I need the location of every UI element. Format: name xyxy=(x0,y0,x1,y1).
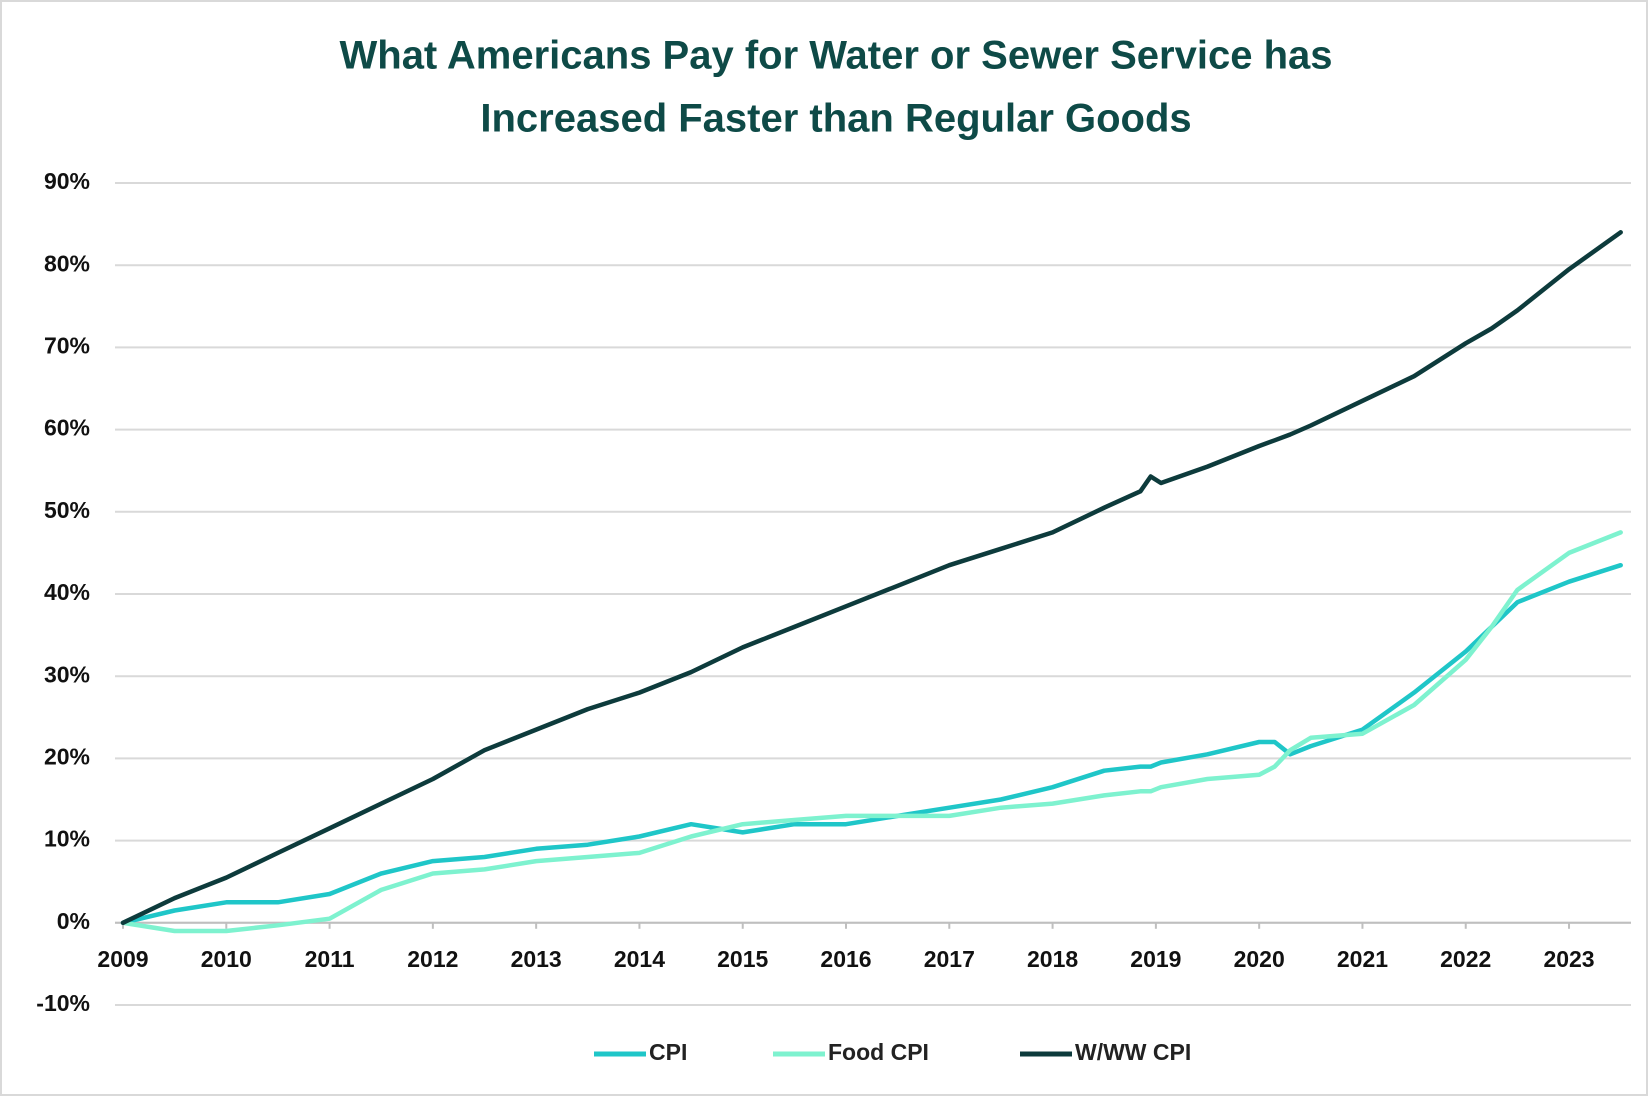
series-line xyxy=(120,530,1623,934)
x-tick-label: 2019 xyxy=(1130,946,1181,972)
y-tick-label: 80% xyxy=(44,250,90,276)
x-tick-label: 2009 xyxy=(97,946,148,972)
y-tick-label: 30% xyxy=(44,661,90,687)
y-tick-label: -10% xyxy=(36,990,90,1016)
y-tick-label: 20% xyxy=(44,743,90,769)
legend-label: W/WW CPI xyxy=(1075,1039,1191,1065)
x-tick-label: 2010 xyxy=(201,946,252,972)
x-tick-label: 2014 xyxy=(614,946,665,972)
x-tick-label: 2023 xyxy=(1543,946,1594,972)
legend-label: Food CPI xyxy=(828,1039,929,1065)
y-tick-label: 0% xyxy=(57,908,90,934)
x-tick-label: 2011 xyxy=(305,946,355,972)
x-tick-label: 2012 xyxy=(407,946,458,972)
y-tick-label: 50% xyxy=(44,497,90,523)
x-tick-label: 2013 xyxy=(511,946,562,972)
legend-label: CPI xyxy=(649,1039,687,1065)
chart-title: What Americans Pay for Water or Sewer Se… xyxy=(340,34,1333,78)
x-tick-label: 2020 xyxy=(1234,946,1285,972)
chart-title: Increased Faster than Regular Goods xyxy=(480,97,1191,141)
x-tick-label: 2015 xyxy=(717,946,768,972)
x-tick-label: 2017 xyxy=(924,946,975,972)
x-tick-label: 2022 xyxy=(1440,946,1491,972)
x-tick-label: 2021 xyxy=(1337,946,1388,972)
x-tick-label: 2018 xyxy=(1027,946,1078,972)
x-tick-label: 2016 xyxy=(820,946,871,972)
series-line xyxy=(120,562,1623,926)
y-tick-label: 10% xyxy=(44,826,90,852)
series-line xyxy=(120,230,1623,926)
y-tick-label: 60% xyxy=(44,415,90,441)
y-tick-label: 90% xyxy=(44,168,90,194)
y-tick-label: 40% xyxy=(44,579,90,605)
y-tick-label: 70% xyxy=(44,332,90,358)
